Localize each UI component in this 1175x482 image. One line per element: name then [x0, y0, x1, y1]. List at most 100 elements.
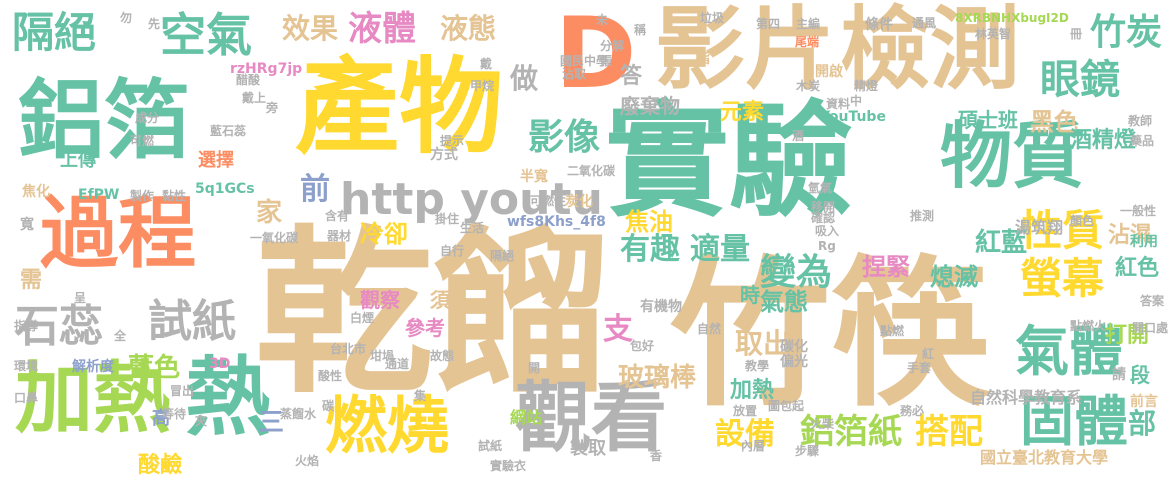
word-cloud-word: EfPW	[78, 187, 120, 203]
word-cloud-word: 變為	[760, 252, 833, 293]
word-cloud-word: 做	[510, 62, 539, 95]
word-cloud-word: 氣態	[760, 288, 808, 316]
word-cloud-word: 圖包起	[768, 399, 805, 413]
word-cloud-word: 有機物	[640, 299, 682, 315]
word-cloud-word: 焦化	[22, 184, 50, 200]
word-cloud-word: 支	[603, 312, 633, 347]
word-cloud-word: 紅色	[1115, 256, 1160, 281]
word-cloud-word: 第四	[756, 17, 781, 31]
word-cloud-word: 焦油	[625, 208, 673, 236]
word-cloud-word: 紅	[922, 347, 935, 361]
word-cloud-word: 觀看	[515, 373, 667, 462]
word-cloud-word: 高	[152, 408, 170, 429]
word-cloud-word: 全	[114, 329, 127, 343]
word-cloud-word: 包好	[630, 339, 655, 353]
word-cloud-word: 一般性	[1120, 204, 1157, 218]
word-cloud-word: 自行	[440, 244, 465, 258]
word-cloud-word: 掛住	[435, 212, 460, 226]
word-cloud-word: 蒸餾水	[280, 407, 317, 421]
word-cloud-word: 黏性	[162, 189, 187, 203]
word-cloud-word: 林英智	[975, 27, 1012, 41]
word-cloud-word: 藥品	[1130, 134, 1155, 148]
word-cloud-word: 前	[300, 172, 330, 207]
word-cloud-word: 甲烷	[470, 79, 495, 93]
word-cloud-word: 等待	[162, 407, 187, 421]
word-cloud-word: 未	[596, 13, 609, 27]
word-cloud-word: 步驟	[795, 444, 820, 458]
word-cloud-word: 3D	[209, 356, 231, 372]
word-cloud-word: 請	[1112, 367, 1126, 383]
word-cloud-word: 提示	[440, 134, 465, 148]
word-cloud-word: 鋁箔	[18, 71, 190, 171]
word-cloud-word: 呈	[74, 291, 87, 305]
word-cloud-word: 木炭	[796, 79, 821, 93]
word-cloud-word: 隔絕	[12, 8, 97, 57]
word-cloud-word: 內層	[741, 439, 766, 453]
word-cloud-word: 熱	[185, 348, 271, 448]
word-cloud-word: 國民中學	[560, 54, 609, 68]
word-cloud-word: rzHRg7jp	[230, 61, 303, 77]
word-cloud-word: 推測	[910, 209, 935, 223]
word-cloud-word: 效果	[282, 12, 339, 45]
word-cloud-word: 上傳	[60, 150, 96, 171]
word-cloud-word: 移開	[811, 200, 836, 214]
word-cloud-word: 5q1GCs	[195, 181, 255, 197]
word-cloud-word: 碳化	[780, 339, 808, 355]
word-cloud-word: 液態	[440, 12, 497, 45]
word-cloud-word: 家	[256, 198, 283, 228]
word-cloud-word: 口鼻	[14, 391, 39, 405]
word-cloud-word: 一氧化碳	[250, 231, 299, 245]
word-cloud-word: 製作	[130, 189, 155, 203]
word-cloud-word: 液體	[348, 9, 416, 49]
word-cloud-word: 國立臺北教育大學	[980, 448, 1109, 467]
word-cloud-word: 指	[696, 51, 710, 67]
word-cloud-word: 冊	[1070, 27, 1083, 41]
word-cloud-word: 可燃	[130, 134, 155, 148]
word-cloud-word: 藍色	[128, 353, 181, 383]
word-cloud-word: wfs8Khs_4f8	[507, 214, 606, 230]
word-cloud-word: 打開	[1105, 323, 1150, 348]
word-cloud-word: 熄滅	[930, 263, 978, 291]
word-cloud-word: 固體	[1020, 390, 1128, 453]
word-cloud-word: 條件	[865, 17, 893, 33]
word-cloud-word: 加熱	[730, 378, 775, 403]
word-cloud-word: 湯筑翔	[1015, 218, 1064, 237]
word-cloud-word: 實驗衣	[490, 459, 527, 473]
word-cloud-word: 三	[258, 408, 285, 438]
word-cloud-word: 坩堝	[370, 349, 395, 363]
word-cloud-word: 顏色	[1070, 214, 1095, 228]
word-cloud-word: 教學	[745, 359, 770, 373]
word-cloud-word: 影像	[528, 117, 601, 158]
word-cloud-word: 可燃性	[530, 194, 567, 208]
word-cloud-word: 開口處	[1132, 321, 1169, 335]
word-cloud-word: 夾	[195, 414, 208, 428]
word-cloud-word: 試紙	[148, 296, 236, 347]
word-cloud-word: 物質	[940, 114, 1085, 198]
word-cloud-word: 尾端	[795, 35, 820, 49]
word-cloud-word: 垃圾	[700, 11, 725, 25]
word-cloud-word: 集	[414, 389, 427, 403]
word-cloud-word: http youtu	[340, 174, 603, 225]
word-cloud-word: 取出	[735, 327, 792, 360]
word-cloud-word: 開	[528, 361, 541, 375]
word-cloud-word: 沾濕	[1108, 223, 1153, 248]
word-cloud-word: 酒	[792, 129, 805, 143]
word-cloud-word: 二氧化碳	[567, 164, 616, 178]
word-cloud-word: 器材	[327, 229, 352, 243]
word-cloud-word: 須	[430, 288, 450, 312]
word-cloud-word: 產物	[295, 46, 504, 168]
word-cloud-word: 利用	[1130, 234, 1158, 250]
word-cloud-word: 主編	[796, 17, 821, 31]
word-cloud-word: 設備	[715, 417, 775, 452]
word-cloud-word: 精燈	[854, 79, 879, 93]
word-cloud-word: 方式	[430, 147, 458, 163]
word-cloud-word: 冒出	[170, 384, 195, 398]
word-cloud-word: 生活	[460, 221, 485, 235]
word-cloud-word: 實驗	[605, 90, 854, 234]
word-cloud-word: 製取	[570, 438, 606, 459]
word-cloud-word: 酒精燈	[1070, 128, 1137, 153]
word-cloud-word: 廢棄物	[620, 94, 680, 118]
word-cloud-word: 手套	[907, 361, 932, 375]
word-cloud-word: 半寬	[520, 169, 548, 185]
